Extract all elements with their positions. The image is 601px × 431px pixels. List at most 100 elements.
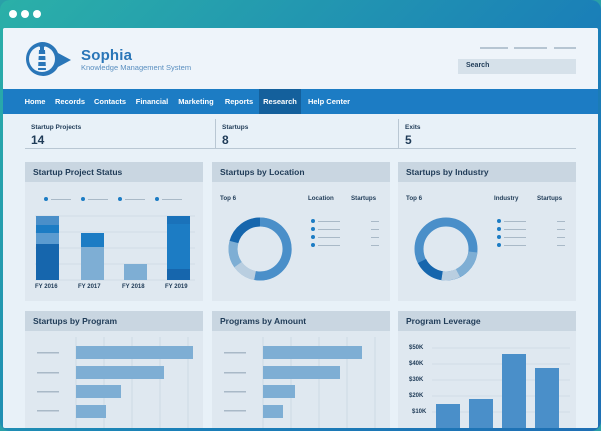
panel-header: Startups by Location: [212, 162, 390, 182]
kpi-label: Exits: [405, 124, 421, 131]
donut-slice[interactable]: [228, 240, 242, 268]
x-tick-label: FY 2017: [78, 284, 101, 290]
panel-programs-by-amount: Programs by Amount: [212, 311, 390, 428]
column-header-location: Location: [308, 195, 334, 202]
brand-name: Sophia: [81, 47, 133, 64]
panel-header: Startups by Industry: [398, 162, 576, 182]
legend-dot: [497, 235, 501, 239]
x-tick-label: FY 2016: [35, 284, 58, 290]
titlebar: [0, 0, 601, 28]
main-nav: Home Records Contacts Financial Marketin…: [3, 89, 598, 114]
column-header-startups: Startups: [537, 195, 563, 202]
legend-value: [557, 228, 565, 230]
y-tick-label: $30K: [409, 377, 424, 383]
panel-title: Startups by Program: [33, 316, 118, 326]
brand-subtitle: Knowledge Management System: [81, 63, 192, 72]
bar-fy2017[interactable]: [81, 233, 104, 280]
panel-header: Startups by Program: [25, 311, 203, 331]
legend-dot: [311, 219, 315, 223]
panel-title: Program Leverage: [406, 316, 481, 326]
donut-slice[interactable]: [441, 268, 461, 281]
header-link-3[interactable]: [554, 47, 576, 49]
bar-fy2016[interactable]: [36, 216, 59, 280]
nav-item-records[interactable]: Records: [54, 97, 85, 106]
legend-dot: [311, 235, 315, 239]
nav-item-contacts[interactable]: Contacts: [93, 97, 127, 106]
kpi-startups: Startups 8: [215, 119, 398, 149]
donut-slice[interactable]: [417, 258, 444, 281]
industry-donut-chart: [414, 217, 478, 281]
leverage-bar[interactable]: [436, 404, 460, 428]
legend-label: [504, 244, 526, 246]
legend-dot: [497, 219, 501, 223]
program-bar[interactable]: [76, 346, 193, 359]
panel-title: Programs by Amount: [220, 316, 307, 326]
search-input[interactable]: Search: [458, 59, 576, 74]
legend-dot: [81, 197, 85, 201]
amount-bar-chart: [224, 337, 376, 428]
header-link-1[interactable]: [480, 47, 508, 49]
donut-slice[interactable]: [234, 261, 257, 280]
donut-slice[interactable]: [455, 251, 478, 278]
kpi-exits: Exits 5: [398, 119, 576, 149]
program-bar[interactable]: [76, 405, 106, 418]
nav-item-reports[interactable]: Reports: [224, 97, 254, 106]
leverage-bar[interactable]: [469, 399, 493, 428]
legend-label: [88, 198, 108, 200]
amount-bar[interactable]: [263, 366, 340, 379]
window-dot-3[interactable]: [33, 10, 41, 18]
panel-title: Startups by Location: [220, 167, 305, 177]
kpi-value: 14: [31, 133, 45, 147]
panel-startups-by-location: Startups by Location Top 6 Location Star…: [212, 162, 390, 301]
program-bar-chart: [37, 337, 193, 428]
panel-header: Programs by Amount: [212, 311, 390, 331]
legend-label: [504, 228, 526, 230]
legend-label: [125, 198, 145, 200]
lighthouse-logo-icon[interactable]: [25, 40, 73, 80]
window-dot-1[interactable]: [9, 10, 17, 18]
leverage-bar[interactable]: [502, 354, 526, 428]
nav-item-research[interactable]: Research: [259, 89, 301, 114]
header: Sophia Knowledge Management System Searc…: [3, 28, 598, 89]
legend-label: [318, 220, 340, 222]
nav-item-help-center[interactable]: Help Center: [307, 97, 351, 106]
bar-fy2018[interactable]: [124, 264, 147, 280]
program-bar[interactable]: [76, 366, 164, 379]
kpi-label: Startups: [222, 124, 249, 131]
nav-item-home[interactable]: Home: [24, 97, 46, 106]
legend-dot: [311, 243, 315, 247]
amount-bar[interactable]: [263, 385, 295, 398]
legend-value: [371, 244, 379, 246]
nav-item-financial[interactable]: Financial: [135, 97, 169, 106]
donut-slice[interactable]: [229, 217, 261, 244]
top-label: Top 6: [220, 195, 237, 202]
legend-dot: [497, 243, 501, 247]
y-tick-label: $10K: [412, 409, 427, 415]
header-link-2[interactable]: [514, 47, 547, 49]
legend-dot: [497, 227, 501, 231]
panel-header: Program Leverage: [398, 311, 576, 331]
y-tick-label: $50K: [409, 345, 424, 351]
top-label: Top 6: [406, 195, 423, 202]
legend-value: [371, 236, 379, 238]
legend-value: [557, 244, 565, 246]
donut-slice[interactable]: [254, 217, 292, 281]
program-bar[interactable]: [76, 385, 121, 398]
app-frame: Sophia Knowledge Management System Searc…: [3, 28, 598, 428]
legend-value: [557, 236, 565, 238]
x-tick-label: FY 2019: [165, 284, 188, 290]
amount-bar[interactable]: [263, 405, 283, 418]
legend-label: [318, 244, 340, 246]
nav-item-marketing[interactable]: Marketing: [178, 97, 214, 106]
leverage-bar[interactable]: [535, 368, 559, 428]
x-tick-label: FY 2018: [122, 284, 145, 290]
kpi-label: Startup Projects: [31, 124, 82, 131]
amount-bar[interactable]: [263, 346, 362, 359]
bar-fy2019[interactable]: [167, 216, 190, 280]
column-header-industry: Industry: [494, 195, 519, 202]
legend-label: [318, 228, 340, 230]
window-dot-2[interactable]: [21, 10, 29, 18]
search-placeholder: Search: [466, 62, 490, 69]
kpi-value: 8: [222, 133, 229, 147]
